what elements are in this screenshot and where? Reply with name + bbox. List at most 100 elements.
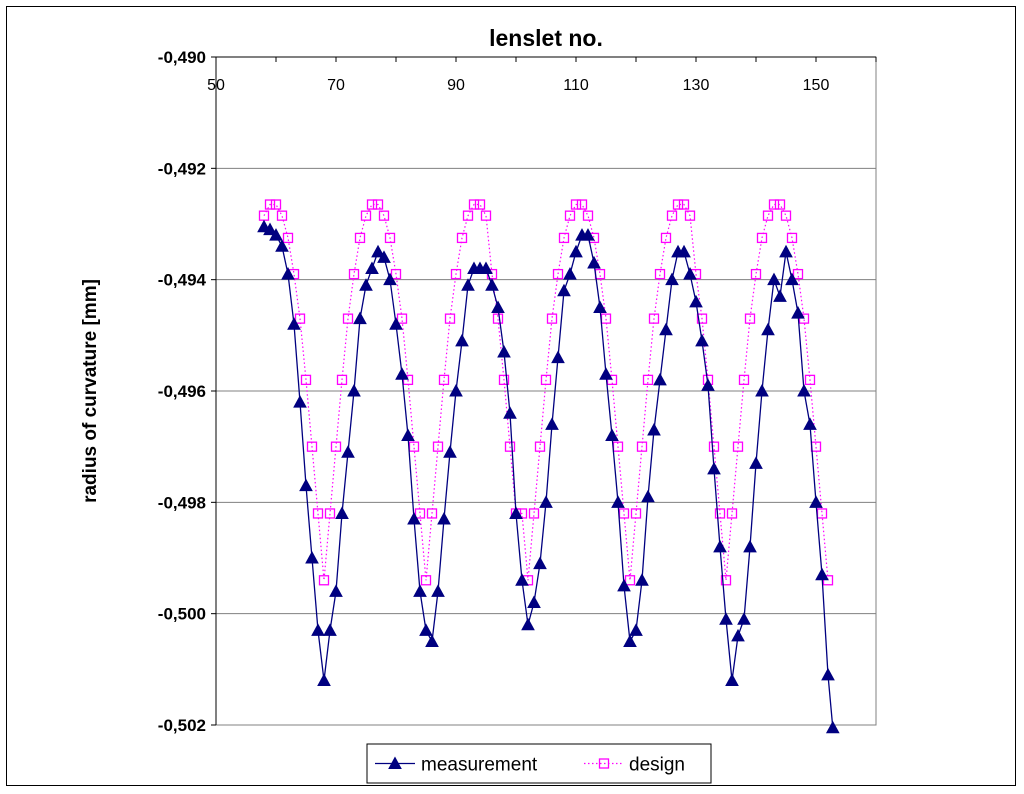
data-point-measurement	[587, 255, 601, 269]
data-point-measurement	[623, 634, 637, 647]
data-point-measurement	[521, 617, 535, 631]
data-point-measurement	[797, 383, 811, 397]
data-point-design	[378, 210, 390, 221]
data-point-measurement	[617, 578, 631, 592]
data-point-measurement	[581, 228, 595, 241]
data-point-measurement	[821, 667, 835, 681]
data-point-design	[666, 210, 678, 221]
axes: -0,490 -0,492 -0,494 -0,496 -0,498 -0,500 -0,5…	[158, 48, 877, 735]
data-point-design	[714, 508, 726, 519]
data-point-design	[264, 199, 276, 210]
y-tick-label: -0,494	[158, 271, 207, 290]
x-tick-label: 70	[327, 77, 345, 94]
data-point-design	[672, 199, 684, 210]
data-point-measurement	[389, 317, 403, 330]
data-point-design	[684, 210, 696, 221]
data-point-measurement	[641, 489, 655, 503]
data-point-measurement	[773, 289, 787, 302]
data-point-design	[792, 268, 804, 280]
data-point-measurement	[287, 317, 301, 330]
legend-item-design: design	[584, 755, 685, 776]
data-point-design	[468, 199, 480, 210]
data-point-design	[276, 210, 288, 221]
data-point-design	[294, 313, 306, 324]
data-point-design	[414, 508, 426, 519]
data-point-design	[540, 374, 552, 386]
data-point-measurement	[803, 417, 817, 430]
data-point-design	[822, 575, 834, 586]
data-point-design	[444, 313, 456, 324]
data-point-measurement	[707, 461, 721, 475]
data-point-measurement	[551, 350, 565, 364]
data-point-design	[372, 199, 384, 210]
data-point-measurement	[479, 261, 493, 275]
data-point-measurement	[605, 428, 619, 442]
legend-box	[366, 743, 712, 784]
data-point-design	[750, 268, 762, 280]
data-point-measurement	[461, 278, 475, 291]
data-point-design	[384, 232, 396, 244]
data-point-measurement	[701, 378, 715, 391]
data-point-measurement	[683, 267, 697, 280]
data-point-measurement	[515, 573, 529, 586]
data-point-measurement	[647, 422, 661, 436]
data-point-design	[654, 268, 666, 280]
data-point-measurement	[347, 383, 361, 397]
data-point-design	[270, 199, 282, 210]
data-point-measurement	[539, 495, 553, 508]
data-point-measurement	[785, 272, 799, 286]
data-point-measurement	[401, 428, 415, 442]
series	[257, 199, 840, 734]
data-point-measurement	[749, 456, 763, 469]
legend-label: design	[629, 755, 685, 776]
data-point-design	[492, 313, 504, 324]
data-point-design	[756, 232, 768, 244]
data-point-measurement	[503, 406, 517, 419]
data-point-design	[336, 374, 348, 386]
data-point-measurement	[323, 623, 337, 636]
data-point-measurement	[377, 250, 391, 263]
data-point-measurement	[533, 556, 547, 570]
x-tick-label: 50	[207, 77, 225, 94]
data-point-measurement	[269, 228, 283, 241]
data-point-design	[390, 268, 402, 280]
data-point-design	[678, 199, 690, 210]
data-point-measurement	[491, 300, 505, 313]
data-point-measurement	[563, 267, 577, 280]
data-point-measurement	[725, 673, 739, 686]
data-point-design	[480, 210, 492, 221]
data-point-design	[408, 441, 420, 452]
y-tick-label: -0,502	[158, 716, 206, 735]
data-point-design	[636, 441, 648, 452]
legend-swatch-marker	[598, 758, 610, 769]
data-point-design	[426, 508, 438, 519]
data-point-measurement	[527, 595, 541, 609]
data-point-measurement	[695, 333, 709, 347]
data-point-design	[330, 441, 342, 452]
data-point-measurement	[653, 372, 667, 386]
data-point-design	[420, 575, 432, 586]
data-point-design	[720, 575, 732, 586]
data-point-design	[402, 374, 414, 386]
data-point-measurement	[755, 383, 769, 397]
data-point-measurement	[497, 344, 511, 358]
data-point-measurement	[557, 283, 571, 297]
data-point-design	[396, 313, 408, 324]
series-line-design	[263, 203, 829, 581]
data-point-design	[342, 313, 354, 324]
y-tick-label: -0,490	[158, 48, 206, 67]
data-point-measurement	[425, 634, 439, 647]
data-point-design	[354, 232, 366, 244]
legend-item-measurement: measurement	[375, 755, 538, 776]
data-point-design	[570, 199, 582, 210]
data-point-measurement	[761, 322, 775, 336]
data-point-measurement	[659, 322, 673, 336]
data-point-measurement	[305, 550, 319, 564]
data-point-design	[498, 374, 510, 386]
data-point-design	[534, 441, 546, 452]
data-point-design	[732, 441, 744, 452]
data-point-design	[282, 232, 294, 244]
data-point-design	[456, 232, 468, 244]
data-point-design	[366, 199, 378, 210]
